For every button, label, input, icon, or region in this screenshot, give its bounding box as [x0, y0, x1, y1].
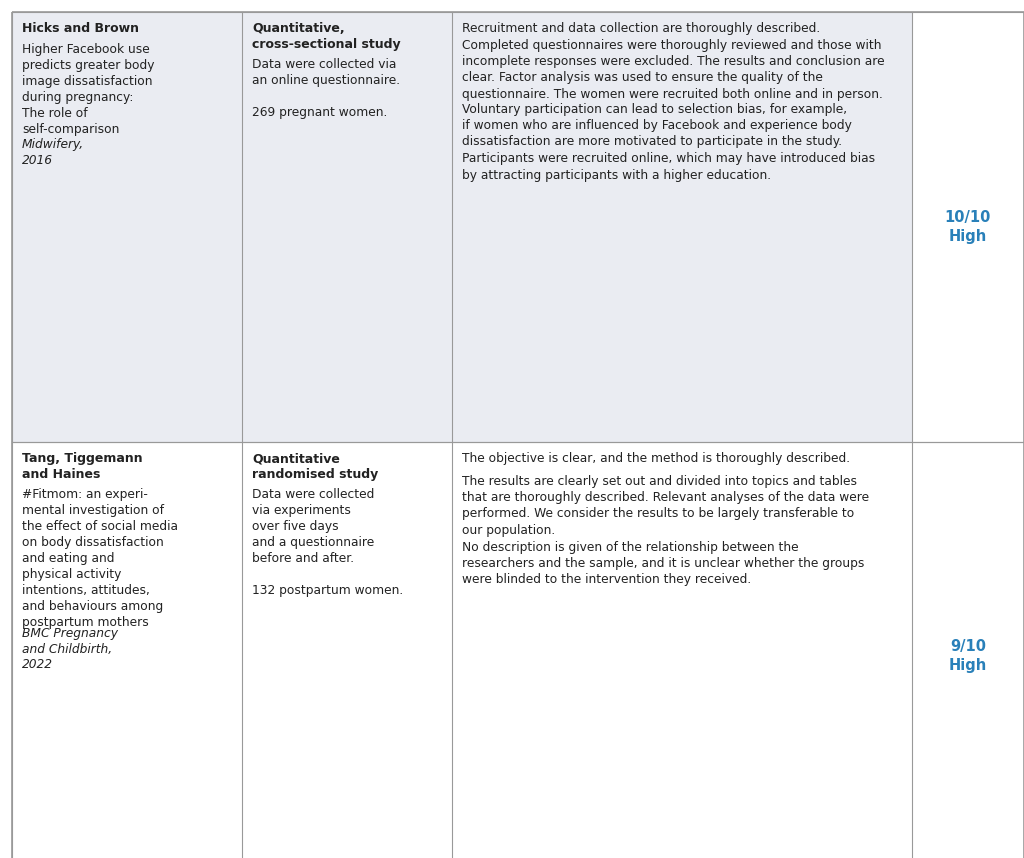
Bar: [12, 442, 242, 858]
Text: No description is given of the relationship between the
researchers and the samp: No description is given of the relations…: [462, 541, 864, 587]
Text: 9/10
High: 9/10 High: [949, 638, 987, 674]
Text: Midwifery,
2016: Midwifery, 2016: [22, 138, 84, 167]
Text: #Fitmom: an experi-
mental investigation of
the effect of social media
on body d: #Fitmom: an experi- mental investigation…: [22, 488, 178, 629]
Text: BMC Pregnancy
and Childbirth,
2022: BMC Pregnancy and Childbirth, 2022: [22, 626, 118, 672]
Bar: [452, 442, 912, 858]
Bar: [242, 442, 452, 858]
Text: Data were collected via
an online questionnaire.

269 pregnant women.: Data were collected via an online questi…: [252, 58, 400, 119]
Bar: [242, 12, 452, 442]
Text: Quantitative
randomised study: Quantitative randomised study: [252, 452, 378, 481]
Text: Recruitment and data collection are thoroughly described.
Completed questionnair: Recruitment and data collection are thor…: [462, 22, 885, 101]
Bar: [912, 442, 1024, 858]
Text: Voluntary participation can lead to selection bias, for example,
if women who ar: Voluntary participation can lead to sele…: [462, 102, 876, 182]
Bar: [452, 12, 912, 442]
Text: Higher Facebook use
predicts greater body
image dissatisfaction
during pregnancy: Higher Facebook use predicts greater bod…: [22, 43, 155, 136]
Text: Data were collected
via experiments
over five days
and a questionnaire
before an: Data were collected via experiments over…: [252, 488, 403, 597]
Text: 10/10
High: 10/10 High: [945, 209, 991, 245]
Text: Hicks and Brown: Hicks and Brown: [22, 22, 139, 35]
Text: Tang, Tiggemann
and Haines: Tang, Tiggemann and Haines: [22, 452, 142, 481]
Text: The results are clearly set out and divided into topics and tables
that are thor: The results are clearly set out and divi…: [462, 474, 869, 537]
Bar: [912, 12, 1024, 442]
Text: The objective is clear, and the method is thoroughly described.: The objective is clear, and the method i…: [462, 452, 850, 465]
Text: Quantitative,
cross-sectional study: Quantitative, cross-sectional study: [252, 22, 400, 51]
Bar: [12, 12, 242, 442]
